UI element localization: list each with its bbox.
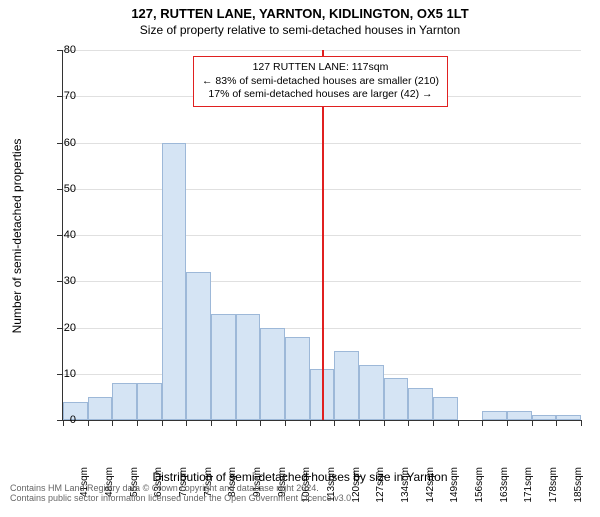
x-tick: [556, 420, 557, 426]
histogram-bar: [112, 383, 137, 420]
x-tick: [384, 420, 385, 426]
x-axis-label: Distribution of semi-detached houses by …: [0, 470, 600, 484]
y-tick-label: 80: [46, 44, 76, 56]
x-tick: [88, 420, 89, 426]
histogram-bar: [88, 397, 113, 420]
histogram-bar: [186, 272, 211, 420]
x-tick: [433, 420, 434, 426]
x-tick: [408, 420, 409, 426]
x-tick: [482, 420, 483, 426]
histogram-bar: [532, 415, 557, 420]
reference-info-box: 127 RUTTEN LANE: 117sqm← 83% of semi-det…: [193, 56, 448, 107]
x-tick: [211, 420, 212, 426]
x-tick: [236, 420, 237, 426]
x-tick: [458, 420, 459, 426]
x-tick: [334, 420, 335, 426]
info-box-line: 127 RUTTEN LANE: 117sqm: [202, 61, 439, 75]
y-tick-label: 30: [46, 275, 76, 287]
y-tick-label: 70: [46, 90, 76, 102]
histogram-bar: [408, 388, 433, 420]
histogram-bar: [162, 143, 187, 421]
info-box-line: ← 83% of semi-detached houses are smalle…: [202, 75, 439, 89]
histogram-bar: [236, 314, 261, 420]
histogram-bar: [507, 411, 532, 420]
footer-attribution: Contains HM Land Registry data © Crown c…: [10, 484, 354, 504]
x-tick: [507, 420, 508, 426]
y-tick-label: 10: [46, 368, 76, 380]
histogram-bar: [384, 378, 409, 420]
y-tick-label: 20: [46, 322, 76, 334]
y-tick-label: 0: [46, 414, 76, 426]
x-tick: [186, 420, 187, 426]
histogram-bar: [285, 337, 310, 420]
chart-plot-area: 41sqm48sqm55sqm63sqm70sqm77sqm84sqm91sqm…: [62, 50, 581, 421]
y-tick-label: 50: [46, 183, 76, 195]
x-tick: [260, 420, 261, 426]
x-tick: [162, 420, 163, 426]
x-tick: [285, 420, 286, 426]
histogram-bar: [260, 328, 285, 421]
histogram-bar: [137, 383, 162, 420]
x-tick: [137, 420, 138, 426]
histogram-bar: [334, 351, 359, 420]
x-tick: [532, 420, 533, 426]
y-tick-label: 60: [46, 137, 76, 149]
y-axis-label: Number of semi-detached properties: [10, 139, 24, 334]
y-tick-label: 40: [46, 229, 76, 241]
footer-line-2: Contains public sector information licen…: [10, 494, 354, 504]
histogram-bar: [359, 365, 384, 421]
x-tick: [112, 420, 113, 426]
chart-title: 127, RUTTEN LANE, YARNTON, KIDLINGTON, O…: [0, 6, 600, 21]
histogram-bar: [556, 415, 581, 420]
chart-subtitle: Size of property relative to semi-detach…: [0, 23, 600, 37]
histogram-bar: [433, 397, 458, 420]
x-tick: [359, 420, 360, 426]
histogram-bar: [482, 411, 507, 420]
x-tick: [310, 420, 311, 426]
histogram-bar: [211, 314, 236, 420]
info-box-line: 17% of semi-detached houses are larger (…: [202, 88, 439, 102]
x-tick: [581, 420, 582, 426]
